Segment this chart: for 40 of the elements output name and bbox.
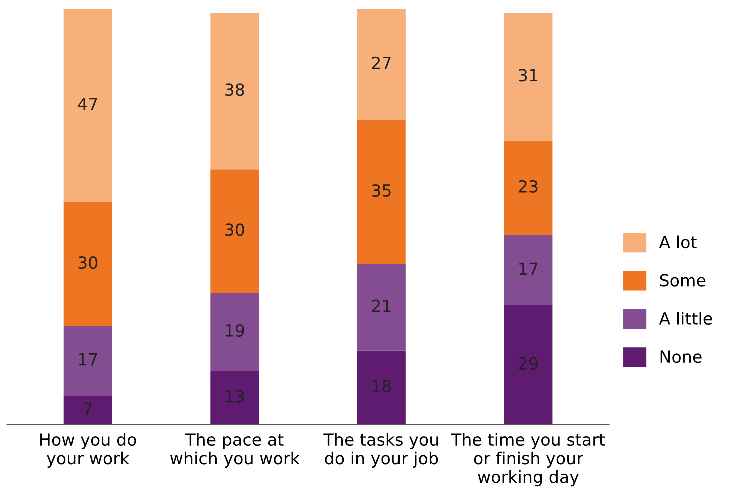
bar xyxy=(357,350,406,425)
legend-label: Some xyxy=(660,274,706,287)
data-label: 31 xyxy=(519,69,538,82)
bar xyxy=(504,235,553,306)
data-label: 23 xyxy=(519,180,538,193)
data-label: 13 xyxy=(226,390,244,403)
x-tick-label: The time you start or finish your working day xyxy=(451,433,606,487)
bar xyxy=(504,13,553,141)
data-label: 30 xyxy=(78,256,98,270)
bar xyxy=(504,140,553,236)
x-tick-label: The tasks you do in your job xyxy=(324,433,438,468)
data-label: 30 xyxy=(226,224,244,236)
bar xyxy=(357,9,406,120)
bar xyxy=(210,371,260,425)
legend-label: A little xyxy=(659,312,712,326)
bar xyxy=(64,202,112,326)
data-label: 27 xyxy=(372,56,391,70)
data-label: 29 xyxy=(519,357,538,370)
data-label: 19 xyxy=(226,324,244,338)
data-label: 21 xyxy=(372,300,391,312)
bar xyxy=(210,13,260,170)
bar xyxy=(504,305,553,425)
bar xyxy=(210,293,260,372)
bar xyxy=(210,170,260,294)
x-tick-label: How you do your work xyxy=(40,433,136,468)
bar xyxy=(64,9,112,203)
x-tick-label: The pace at which you work xyxy=(170,433,300,468)
data-label: 35 xyxy=(372,184,391,198)
legend-label: None xyxy=(660,350,702,364)
data-label: 17 xyxy=(79,353,98,366)
data-label: 38 xyxy=(226,84,244,96)
bar xyxy=(64,396,112,425)
data-label: 47 xyxy=(78,98,98,110)
bar xyxy=(357,264,406,351)
bar xyxy=(357,120,406,264)
legend-label: A lot xyxy=(659,236,697,249)
data-label: 18 xyxy=(372,380,392,393)
bar xyxy=(64,326,112,396)
data-label: 7 xyxy=(84,402,92,416)
data-label: 17 xyxy=(520,262,538,276)
